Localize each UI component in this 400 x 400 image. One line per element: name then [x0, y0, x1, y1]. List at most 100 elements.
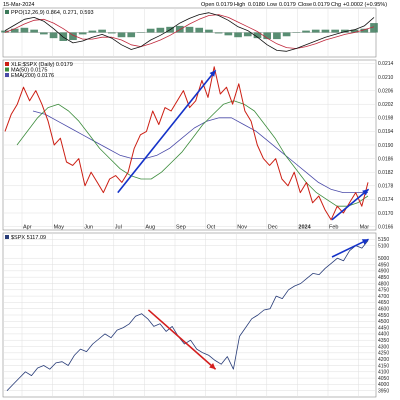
- x-tick-label: Nov: [237, 225, 247, 231]
- x-tick-label: Sep: [176, 225, 186, 231]
- ratio-legend-entry: XLE:$SPX (Daily) 0.0179: [11, 62, 73, 68]
- spx-y-tick: 4800: [378, 281, 389, 287]
- ratio-trend-arrow-1-line: [117, 69, 217, 194]
- spx-y-tick: 4200: [378, 357, 389, 363]
- ppo-legend-entry: PPO(12,26,9) 0.864, 0.271, 0.593: [11, 10, 94, 16]
- spx-legend-swatch: [5, 235, 9, 239]
- x-tick-label: Mar: [360, 225, 370, 231]
- header-values: Open 0.0179 High 0.0180 Low 0.0179 Close…: [201, 2, 387, 8]
- ratio-legend-swatch: [5, 67, 9, 72]
- x-tick-label: Dec: [268, 225, 278, 231]
- spx-y-tick: 3950: [378, 388, 389, 394]
- ratio-legend-entry: MA(50) 0.0175: [11, 68, 47, 74]
- ratio-y-tick: 0.0182: [378, 170, 394, 176]
- ppo-histogram-bar: [98, 29, 106, 33]
- ratio-ma50-line: [16, 100, 369, 207]
- spx-y-tick: 4600: [378, 306, 389, 312]
- ppo-panel: PPO(12,26,9) 0.864, 0.271, 0.593: [1, 7, 378, 58]
- x-tick-label: Aug: [145, 225, 155, 231]
- ratio-legend-entry: EMA(200) 0.0176: [11, 73, 54, 79]
- header-chg-label: Chg: [331, 2, 341, 8]
- header-close-value: 0.0179: [313, 2, 330, 8]
- header-date: 15-Mar-2024: [3, 2, 35, 8]
- spx-price-line: [6, 240, 369, 391]
- header-close-label: Close: [298, 2, 312, 8]
- header-high-value: 0.0180: [248, 2, 265, 8]
- x-tick-label: Jun: [84, 225, 93, 231]
- header-low-value: 0.0179: [279, 2, 296, 8]
- ppo-histogram-bar: [370, 23, 378, 33]
- spx-y-tick: 4050: [378, 376, 389, 382]
- ppo-histogram-bar: [273, 32, 281, 40]
- spx-trend-arrow-2-head: [361, 239, 369, 245]
- spx-y-tick: 4100: [378, 370, 389, 376]
- spx-trend-arrow-1-line: [147, 309, 217, 370]
- ratio-legend-swatch: [5, 62, 9, 66]
- ppo-histogram-bar: [360, 28, 369, 33]
- ratio-trend-arrow-2-head: [362, 189, 369, 196]
- x-tick-label: Feb: [329, 225, 338, 231]
- ratio-trend-arrow-1-head: [209, 70, 216, 77]
- header-bar: 15-Mar-2024 Open 0.0179 High 0.0180 Low …: [3, 2, 387, 8]
- ppo-histogram-bar: [78, 32, 87, 35]
- ppo-histogram-bar: [311, 29, 320, 33]
- ppo-histogram-bar: [175, 25, 184, 33]
- header-open-label: Open: [201, 2, 214, 8]
- spx-y-tick: 4250: [378, 351, 389, 357]
- spx-y-tick: 4350: [378, 338, 389, 344]
- x-tick-label: Oct: [207, 225, 216, 231]
- ppo-histogram-bar: [321, 29, 330, 33]
- ppo-histogram-bar: [195, 27, 204, 33]
- spx-y-tick: 4950: [378, 262, 389, 268]
- spx-y-tick: 5150: [378, 237, 389, 243]
- x-axis: Apr May Jun Jul Aug Sep Oct Nov Dec 2024 Feb Mar: [23, 225, 369, 231]
- ppo-histogram-bar: [40, 32, 48, 35]
- ppo-histogram-bar: [234, 32, 242, 38]
- ppo-histogram-bar: [350, 29, 359, 33]
- ratio-y-tick: 0.0170: [378, 211, 394, 217]
- ratio-legend-swatch: [5, 73, 9, 77]
- ppo-histogram-bar: [253, 32, 262, 39]
- ppo-histogram-bar: [243, 32, 252, 37]
- spx-y-tick: 4500: [378, 319, 389, 325]
- spx-y-tick: 4400: [378, 332, 389, 338]
- spx-y-tick: 5000: [378, 256, 389, 262]
- ratio-y-tick: 0.0190: [378, 143, 394, 149]
- spx-trend-arrow-1-head: [209, 363, 216, 370]
- header-chg-value: +0.0002 (+0.95%): [343, 2, 387, 8]
- spx-y-tick: 4000: [378, 382, 389, 388]
- ratio-y-tick: 0.0166: [378, 224, 394, 230]
- ratio-y-tick: 0.0210: [378, 75, 394, 81]
- spx-y-tick: 4850: [378, 275, 389, 281]
- x-tick-label: May: [54, 225, 65, 231]
- ppo-histogram-bar: [127, 32, 136, 38]
- ppo-histogram-bar: [117, 32, 126, 38]
- ppo-histogram-bar: [156, 27, 165, 33]
- ratio-y-tick: 0.0214: [378, 61, 394, 67]
- x-tick-label: Apr: [23, 225, 32, 231]
- ppo-line: [4, 12, 375, 52]
- spx-y-tick: 4700: [378, 294, 389, 300]
- ratio-y-tick: 0.0174: [378, 197, 394, 203]
- ppo-histogram-bar: [30, 29, 38, 33]
- ratio-price-line: [4, 66, 369, 221]
- x-tick-label: 2024: [298, 225, 311, 231]
- ratio-y-tick: 0.0206: [378, 88, 394, 94]
- ppo-histogram-bar: [214, 32, 223, 34]
- ppo-histogram-bar: [20, 27, 29, 33]
- ratio-y-tick: 0.0194: [378, 129, 394, 135]
- spx-trend-arrow-2-line: [331, 238, 369, 258]
- header-open-value: 0.0179: [216, 2, 233, 8]
- spx-y-tick: 4650: [378, 300, 389, 306]
- spx-y-tick: 4150: [378, 363, 389, 369]
- ppo-histogram-bar: [69, 32, 77, 41]
- spx-y-tick: 5100: [378, 243, 389, 249]
- ppo-histogram-bar: [263, 32, 272, 40]
- ppo-histogram-bar: [282, 32, 291, 37]
- header-low-label: Low: [267, 2, 277, 8]
- ppo-signal-line: [4, 14, 375, 49]
- spx-y-tick: 4450: [378, 325, 389, 331]
- spx-y-tick: 4900: [378, 269, 389, 275]
- spx-y-tick: 4300: [378, 344, 389, 350]
